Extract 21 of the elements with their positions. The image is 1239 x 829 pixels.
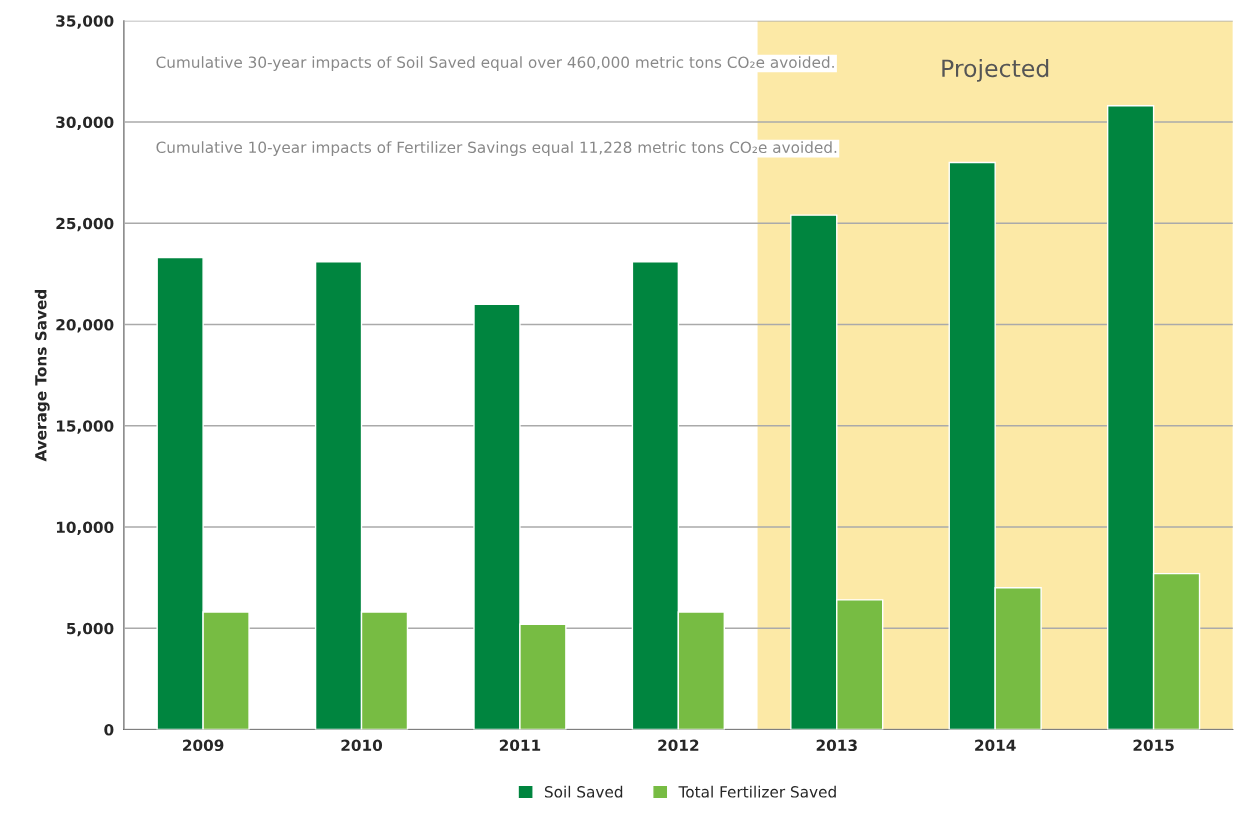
x-tick-label: 2012	[658, 739, 699, 752]
x-tick-label: 2014	[975, 739, 1016, 752]
y-tick-label: 30,000	[56, 116, 114, 130]
x-tick-label: 2009	[183, 739, 224, 752]
x-tick-label: 2011	[499, 739, 541, 752]
annotation: Cumulative 30-year impacts of Soil Saved equal over 460,000 metric tons CO₂e avoided.	[156, 56, 834, 71]
x-tick-label: 2015	[1133, 739, 1174, 752]
band-label: Projected	[942, 58, 1049, 82]
annotation: Cumulative 10-year impacts of Fertilizer Savings equal 11,228 metric tons CO₂e avoided.	[156, 141, 837, 157]
y-tick-label: 10,000	[56, 521, 114, 535]
x-tick-label: 2013	[816, 739, 857, 752]
y-tick-label: 5,000	[67, 622, 114, 637]
y-tick-label: 25,000	[56, 217, 114, 232]
y-tick-label: 15,000	[56, 420, 114, 434]
x-tick-label: 2010	[341, 739, 383, 752]
y-tick-label: 0	[104, 723, 114, 736]
y-axis-title: Average Tons Saved	[34, 290, 50, 462]
legend-label: Soil Saved	[544, 785, 623, 798]
y-tick-label: 35,000	[56, 15, 114, 29]
y-tick-label: 20,000	[56, 318, 114, 333]
legend-label: Total Fertilizer Saved	[678, 785, 836, 798]
